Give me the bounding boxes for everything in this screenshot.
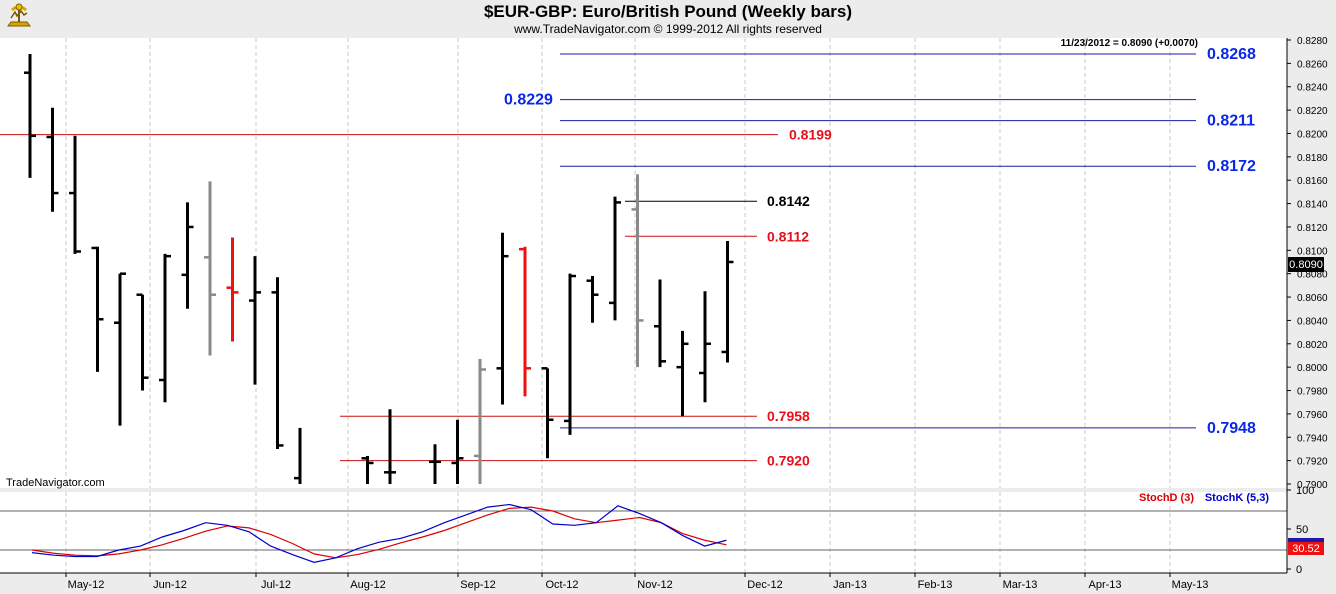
ohlc-bar xyxy=(541,367,554,459)
level-label: 0.8199 xyxy=(789,127,832,143)
level-label: 0.8211 xyxy=(1207,113,1255,130)
info-readout: 11/23/2012 = 0.8090 (+0.0070) xyxy=(1061,38,1198,49)
stochastic-pane xyxy=(0,492,1287,573)
ohlc-bar xyxy=(654,279,666,368)
x-tick-label: Nov-12 xyxy=(637,579,672,591)
x-tick-label: Oct-12 xyxy=(545,579,578,591)
ohlc-bar xyxy=(586,276,599,323)
stoch-tick-label: 50 xyxy=(1296,524,1308,536)
y-tick-label: 0.8040 xyxy=(1297,316,1328,327)
price-axis: 0.8280 0.8260 0.8240 0.8220 0.8200 0.8180 0.81… xyxy=(1286,36,1328,576)
ohlc-bar xyxy=(91,246,104,372)
ohlc-bar xyxy=(699,291,711,403)
x-tick-label: May-12 xyxy=(68,579,105,591)
ohlc-bar xyxy=(159,253,171,403)
ohlc-bar xyxy=(474,358,486,484)
y-tick-label: 0.7940 xyxy=(1297,433,1328,444)
ohlc-bar xyxy=(631,174,644,368)
x-tick-label: Mar-13 xyxy=(1003,579,1038,591)
ohlc-bar xyxy=(24,54,36,178)
ohlc-bar xyxy=(249,256,261,385)
y-tick-label: 0.7920 xyxy=(1297,457,1328,468)
x-tick-label: Apr-13 xyxy=(1088,579,1121,591)
x-tick-label: Jan-13 xyxy=(833,579,867,591)
legend-stochk: StochK (5,3) xyxy=(1205,492,1270,504)
ohlc-bar xyxy=(564,273,576,435)
y-tick-label: 0.8060 xyxy=(1297,293,1328,304)
ohlc-bar xyxy=(136,293,149,391)
watermark: TradeNavigator.com xyxy=(6,477,105,489)
y-tick-label: 0.8020 xyxy=(1297,340,1328,351)
x-tick-label: Jul-12 xyxy=(261,579,291,591)
ohlc-bar xyxy=(226,237,239,342)
y-tick-label: 0.8240 xyxy=(1297,83,1328,94)
stochastic-line xyxy=(31,503,727,563)
stochastic-lines xyxy=(31,503,727,563)
y-tick-label: 0.8100 xyxy=(1297,246,1328,257)
y-tick-label: 0.8120 xyxy=(1297,223,1328,234)
ohlc-bar xyxy=(114,272,126,426)
level-label: 0.8112 xyxy=(767,228,809,244)
legend-stochd: StochD (3) xyxy=(1139,492,1194,504)
chart-header: $EUR-GBP: Euro/British Pound (Weekly bar… xyxy=(0,0,1336,38)
stochd-last-value: 30.52 xyxy=(1292,543,1320,555)
chart-title: $EUR-GBP: Euro/British Pound (Weekly bar… xyxy=(483,2,853,21)
y-tick-label: 0.7980 xyxy=(1297,387,1328,398)
y-tick-label: 0.7960 xyxy=(1297,410,1328,421)
y-tick-label: 0.8200 xyxy=(1297,129,1328,140)
x-tick-label: Dec-12 xyxy=(747,579,782,591)
y-tick-label: 0.8220 xyxy=(1297,106,1328,117)
stoch-tick-label: 100 xyxy=(1296,485,1314,497)
level-label: 0.8142 xyxy=(767,193,810,209)
level-label: 0.7958 xyxy=(767,408,810,424)
level-label: 0.8172 xyxy=(1207,158,1256,175)
last-price-tag xyxy=(1288,257,1324,272)
ohlc-bar xyxy=(294,427,302,484)
time-axis: May-12 Jun-12 Jul-12 Aug-12 Sep-12 Oct-12 Nov-… xyxy=(0,572,1287,591)
level-label: 0.7920 xyxy=(767,453,810,469)
ohlc-bar xyxy=(496,232,509,405)
y-tick-label: 0.8080 xyxy=(1297,270,1328,281)
level-label: 0.8229 xyxy=(504,92,553,109)
y-tick-label: 0.8260 xyxy=(1297,59,1328,70)
ohlc-bar xyxy=(271,277,284,449)
y-tick-label: 0.8160 xyxy=(1297,176,1328,187)
y-tick-label: 0.8280 xyxy=(1297,36,1328,47)
level-label: 0.8268 xyxy=(1207,46,1256,63)
y-tick-label: 0.8000 xyxy=(1297,363,1328,374)
x-tick-label: Jun-12 xyxy=(153,579,187,591)
ohlc-bar xyxy=(181,202,194,309)
ohlc-bar xyxy=(451,419,464,484)
ohlc-bar xyxy=(609,196,621,321)
ohlc-bar xyxy=(676,330,689,417)
level-label: 0.7948 xyxy=(1207,420,1256,437)
stochastic-line xyxy=(31,506,727,559)
x-tick-label: Feb-13 xyxy=(918,579,953,591)
ohlc-bar xyxy=(721,240,734,363)
last-price-value: 0.8090 xyxy=(1289,259,1323,271)
trade-navigator-logo-icon xyxy=(7,3,31,27)
y-tick-label: 0.8140 xyxy=(1297,200,1328,211)
ohlc-bar xyxy=(361,455,374,484)
ohlc-bar xyxy=(429,444,441,484)
ohlc-bar xyxy=(519,246,531,397)
x-tick-label: Sep-12 xyxy=(460,579,495,591)
ohlc-bar xyxy=(384,409,396,484)
ohlc-bar xyxy=(204,181,216,356)
ohlc-bars xyxy=(24,54,734,484)
y-tick-label: 0.8180 xyxy=(1297,153,1328,164)
stoch-tick-label: 0 xyxy=(1296,564,1302,576)
copyright-notice: www.TradeNavigator.com © 1999-2012 All r… xyxy=(514,22,822,36)
y-tick-label: 0.7900 xyxy=(1297,480,1328,491)
stochd-value-tag xyxy=(1288,542,1324,555)
x-tick-label: May-13 xyxy=(1172,579,1209,591)
ohlc-bar xyxy=(46,107,59,212)
ohlc-bar xyxy=(69,135,81,254)
x-tick-label: Aug-12 xyxy=(350,579,385,591)
price-pane xyxy=(0,38,1287,488)
